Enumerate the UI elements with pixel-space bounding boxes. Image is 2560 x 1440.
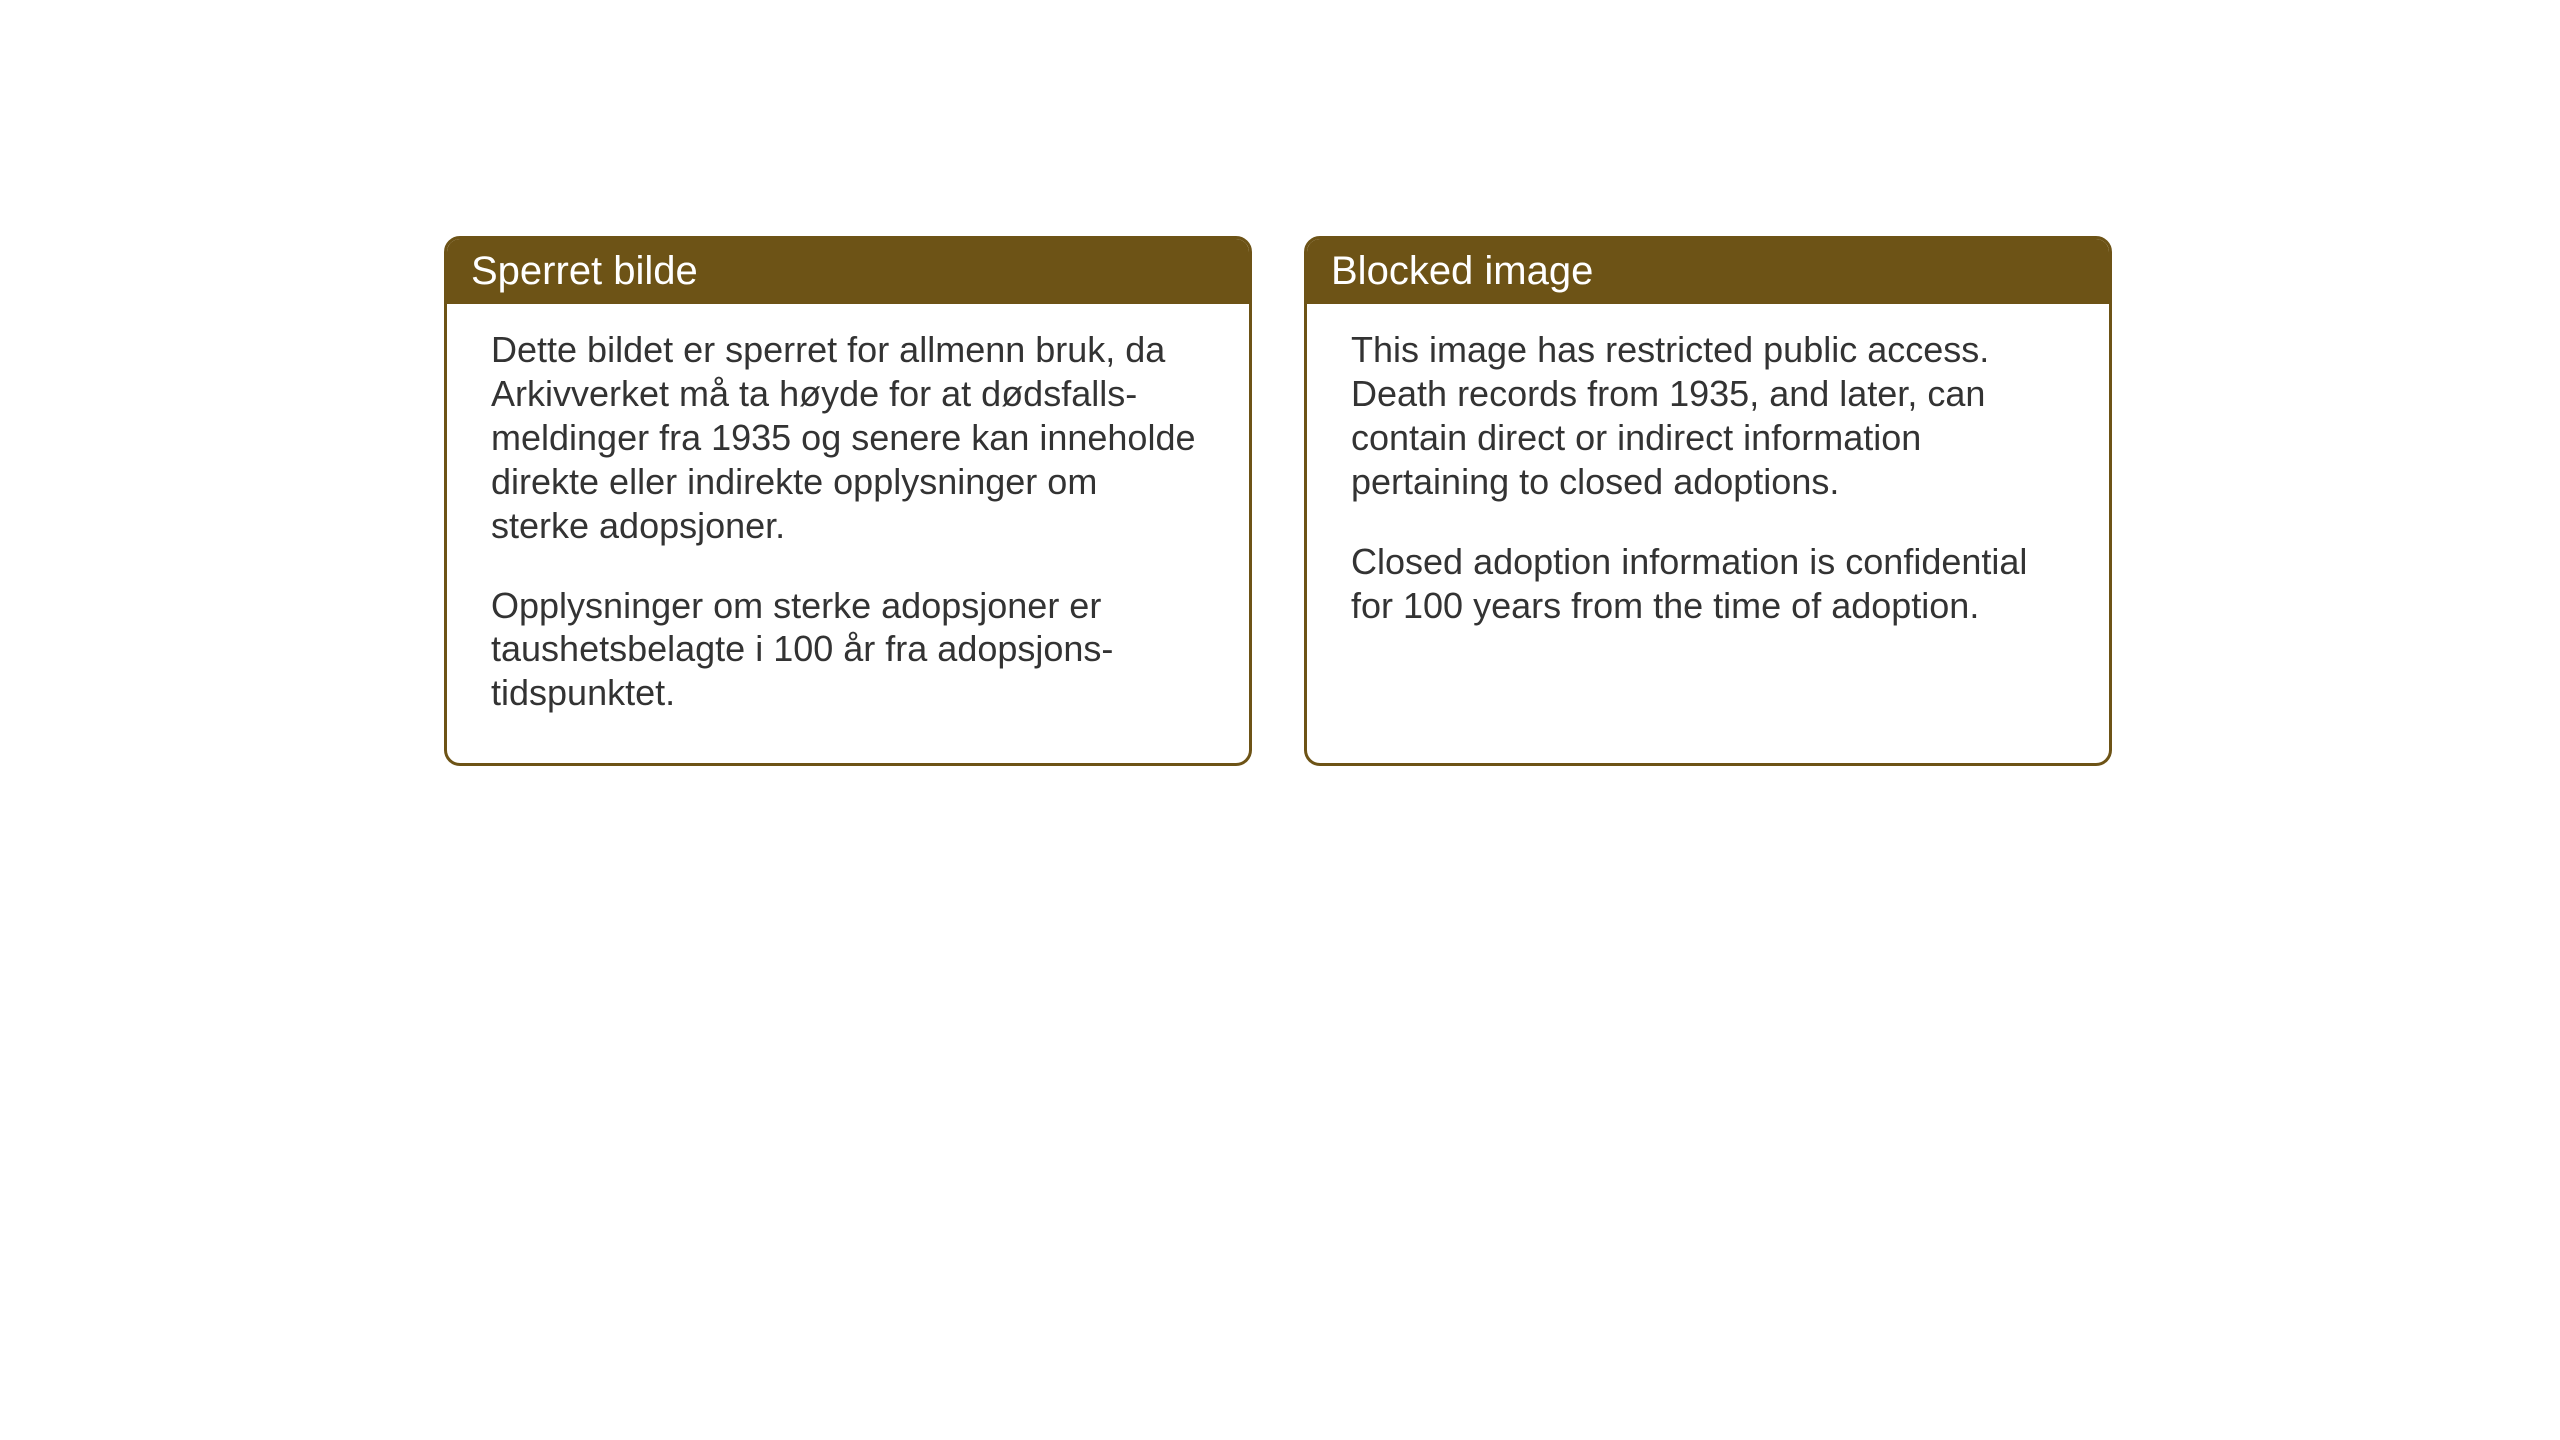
notice-card-norwegian: Sperret bilde Dette bildet er sperret fo… <box>444 236 1252 766</box>
card-header-norwegian: Sperret bilde <box>447 239 1249 304</box>
card-title-english: Blocked image <box>1331 249 1593 293</box>
card-body-english: This image has restricted public access.… <box>1307 304 2109 675</box>
notice-container: Sperret bilde Dette bildet er sperret fo… <box>444 236 2112 766</box>
card-header-english: Blocked image <box>1307 239 2109 304</box>
card-body-norwegian: Dette bildet er sperret for allmenn bruk… <box>447 304 1249 763</box>
card-paragraph-1-english: This image has restricted public access.… <box>1351 328 2065 504</box>
card-paragraph-2-norwegian: Opplysninger om sterke adopsjoner er tau… <box>491 584 1205 716</box>
card-paragraph-2-english: Closed adoption information is confident… <box>1351 540 2065 628</box>
card-title-norwegian: Sperret bilde <box>471 249 698 293</box>
notice-card-english: Blocked image This image has restricted … <box>1304 236 2112 766</box>
card-paragraph-1-norwegian: Dette bildet er sperret for allmenn bruk… <box>491 328 1205 548</box>
